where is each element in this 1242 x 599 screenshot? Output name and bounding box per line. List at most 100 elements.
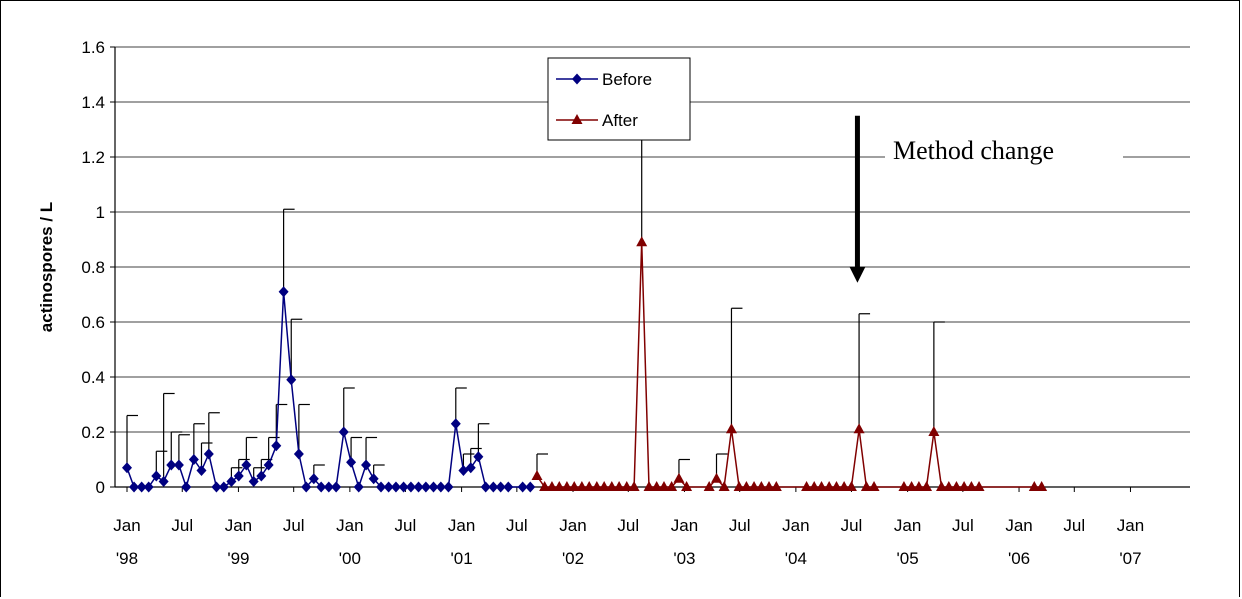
data-point-before: [413, 481, 424, 493]
data-point-before: [495, 481, 506, 493]
data-point-before: [323, 481, 334, 493]
legend-label-after: After: [602, 111, 638, 130]
data-point-before: [226, 476, 237, 487]
data-point-after: [606, 481, 618, 491]
x-tick-year: '07: [1119, 549, 1141, 568]
data-point-before: [331, 481, 342, 493]
data-point-before: [233, 470, 244, 482]
x-tick-month: Jul: [283, 516, 305, 535]
data-point-after: [808, 481, 820, 491]
gridlines: [115, 46, 1190, 433]
data-point-after: [553, 481, 565, 491]
data-point-before: [241, 459, 252, 471]
data-point-after: [711, 472, 723, 483]
x-tick-month: Jul: [506, 516, 528, 535]
data-point-after: [658, 481, 670, 491]
x-tick-month: Jan: [113, 516, 140, 535]
data-point-before: [390, 481, 401, 493]
data-point-before: [143, 481, 154, 493]
data-point-after: [898, 481, 910, 491]
x-tick-month: Jan: [559, 516, 586, 535]
data-point-before: [375, 481, 386, 493]
y-tick-label: 1.2: [81, 148, 105, 167]
data-point-before: [405, 481, 416, 493]
data-point-before: [203, 448, 214, 460]
data-point-before: [256, 470, 267, 482]
data-point-after: [755, 481, 767, 491]
data-point-before: [122, 462, 132, 474]
data-point-after: [906, 481, 918, 491]
data-point-before: [465, 462, 476, 474]
x-tick-month: Jan: [448, 516, 475, 535]
x-tick-month: Jul: [1063, 516, 1085, 535]
data-point-after: [928, 426, 940, 436]
x-tick-month: Jan: [894, 516, 921, 535]
data-point-before: [503, 481, 514, 493]
data-point-after: [681, 481, 693, 491]
data-point-before: [301, 481, 312, 493]
error-bars: [126, 117, 945, 482]
data-point-before: [435, 481, 446, 493]
data-point-before: [420, 481, 431, 493]
y-axis-label: actinospores / L: [37, 202, 56, 332]
x-tick-year: '00: [339, 549, 361, 568]
y-tick-label: 0.6: [81, 313, 105, 332]
x-tick-year: '99: [227, 549, 249, 568]
data-point-before: [263, 459, 274, 471]
data-point-before: [188, 454, 199, 465]
data-point-after: [823, 481, 835, 491]
data-point-before: [293, 448, 304, 460]
x-tick-labels: Jan '98 Jul Jan '99 Jul Jan '00 Jul Jan '01 Jul Jan '…: [113, 516, 1144, 568]
data-point-after: [628, 481, 640, 491]
data-point-after: [651, 481, 663, 491]
legend-marker-after: [571, 114, 583, 124]
data-point-before: [473, 451, 484, 463]
data-point-after: [860, 481, 872, 491]
x-tick-year: '02: [562, 549, 584, 568]
data-point-after: [703, 481, 715, 491]
data-point-after: [1028, 481, 1040, 491]
data-point-before: [525, 481, 536, 493]
data-point-after: [539, 481, 551, 491]
data-point-after: [725, 423, 737, 434]
data-point-after: [561, 481, 573, 491]
x-tick-year: '01: [451, 549, 473, 568]
data-point-before: [450, 418, 461, 430]
data-point-before: [368, 473, 379, 485]
legend-marker-before: [572, 73, 582, 85]
data-point-after: [973, 481, 985, 491]
data-point-after: [958, 481, 970, 491]
data-point-after: [666, 481, 678, 491]
x-tick-month: Jan: [1005, 516, 1032, 535]
x-tick-year: '04: [785, 549, 807, 568]
data-point-before: [443, 481, 454, 493]
legend: Before After: [547, 57, 691, 141]
data-point-after: [838, 481, 850, 491]
data-point-before: [166, 459, 177, 471]
data-point-after: [546, 481, 558, 491]
x-tick-month: Jan: [225, 516, 252, 535]
data-point-after: [621, 481, 633, 491]
data-point-after: [935, 481, 947, 491]
data-point-before: [383, 481, 394, 493]
data-point-before: [316, 481, 327, 493]
data-point-before: [158, 476, 169, 487]
data-point-after: [591, 481, 603, 491]
y-tick-label: 0.8: [81, 258, 105, 277]
annotation: Method change: [849, 115, 1123, 283]
data-point-after: [845, 481, 857, 491]
data-point-after: [965, 481, 977, 491]
series-line-before: [126, 291, 531, 490]
data-point-before: [308, 473, 319, 485]
data-point-after: [643, 481, 655, 491]
data-point-before: [488, 481, 499, 493]
method-change-label: Method change: [893, 136, 1054, 165]
y-tick-label: 1.6: [81, 38, 105, 57]
x-tick-month: Jan: [336, 516, 363, 535]
x-tick-year: '98: [116, 549, 138, 568]
data-point-before: [196, 465, 207, 476]
data-point-after: [636, 236, 648, 247]
data-point-after: [816, 481, 828, 491]
